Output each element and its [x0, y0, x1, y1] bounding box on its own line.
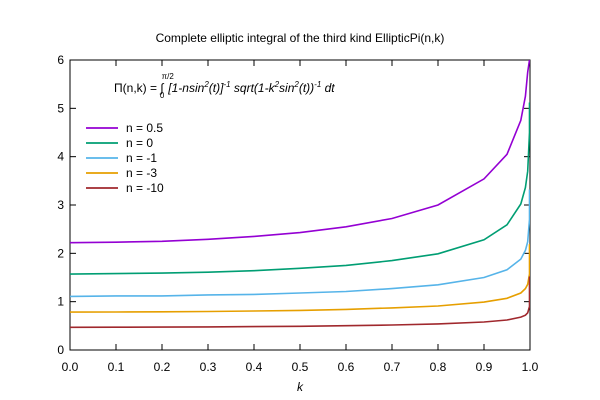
series-line-2	[70, 189, 530, 298]
series-line-4	[70, 276, 530, 329]
formula-body-1: [1-nsin	[167, 81, 204, 95]
formula-upper: π/2	[162, 72, 175, 81]
plot-border	[69, 59, 531, 351]
series-line-3	[70, 244, 530, 313]
formula-sup-3: 2	[274, 80, 280, 89]
y-tick-label: 5	[57, 101, 64, 115]
y-tick-label: 0	[57, 343, 64, 357]
formula-body-3: sqrt(1-k	[231, 81, 276, 95]
chart-title: Complete elliptic integral of the third …	[156, 31, 445, 45]
x-tick-label: 0.6	[338, 360, 355, 374]
x-tick-label: 0.8	[430, 360, 447, 374]
formula-sup-1: 2	[203, 80, 209, 89]
x-tick-label: 1.0	[522, 360, 539, 374]
legend-label-1: n = 0	[126, 136, 153, 150]
series-lines	[70, 60, 530, 329]
axis-ticks: 0.0 0.1 0.2 0.3 0.4 0.5 0.6 0.7 0.8 0.9 1.0 0 1 2 3 4 5 6	[57, 53, 538, 374]
x-tick-label: 0.2	[154, 360, 171, 374]
x-tick-label: 0.4	[246, 360, 263, 374]
formula-lower: 0	[160, 91, 165, 100]
x-tick-label: 0.5	[292, 360, 309, 374]
formula-body-5: (t))	[299, 81, 314, 95]
formula-sup-4: 2	[293, 80, 299, 89]
formula-sup-2: -1	[223, 80, 230, 89]
formula-body-2: (t)]	[209, 81, 224, 95]
legend-label-0: n = 0.5	[126, 121, 163, 135]
x-tick-label: 0.1	[108, 360, 125, 374]
formula-annotation: Π(n,k) = ∫π/2 0[1-nsin2(t)]-1 sqrt(1-k2si…	[114, 72, 335, 100]
formula-sup-5: -1	[314, 80, 321, 89]
series-line-1	[70, 102, 530, 275]
y-tick-label: 1	[57, 295, 64, 309]
formula-body-4: sin	[279, 81, 295, 95]
legend: n = 0.5n = 0n = -1n = -3n = -10	[86, 121, 164, 195]
y-tick-label: 4	[57, 150, 64, 164]
x-axis-title: k	[297, 380, 304, 394]
series-line-0	[70, 60, 530, 244]
legend-label-4: n = -10	[126, 181, 164, 195]
y-tick-label: 3	[57, 198, 64, 212]
x-tick-label: 0.3	[200, 360, 217, 374]
legend-label-3: n = -3	[126, 166, 157, 180]
x-tick-label: 0.7	[384, 360, 401, 374]
y-tick-label: 2	[57, 246, 64, 260]
formula-body-6: dt	[321, 81, 335, 95]
formula-lhs: Π(n,k) = ∫	[114, 81, 164, 95]
x-tick-label: 0.0	[62, 360, 79, 374]
y-tick-label: 6	[57, 53, 64, 67]
legend-label-2: n = -1	[126, 151, 157, 165]
x-tick-label: 0.9	[476, 360, 493, 374]
plot-frame	[69, 59, 531, 351]
